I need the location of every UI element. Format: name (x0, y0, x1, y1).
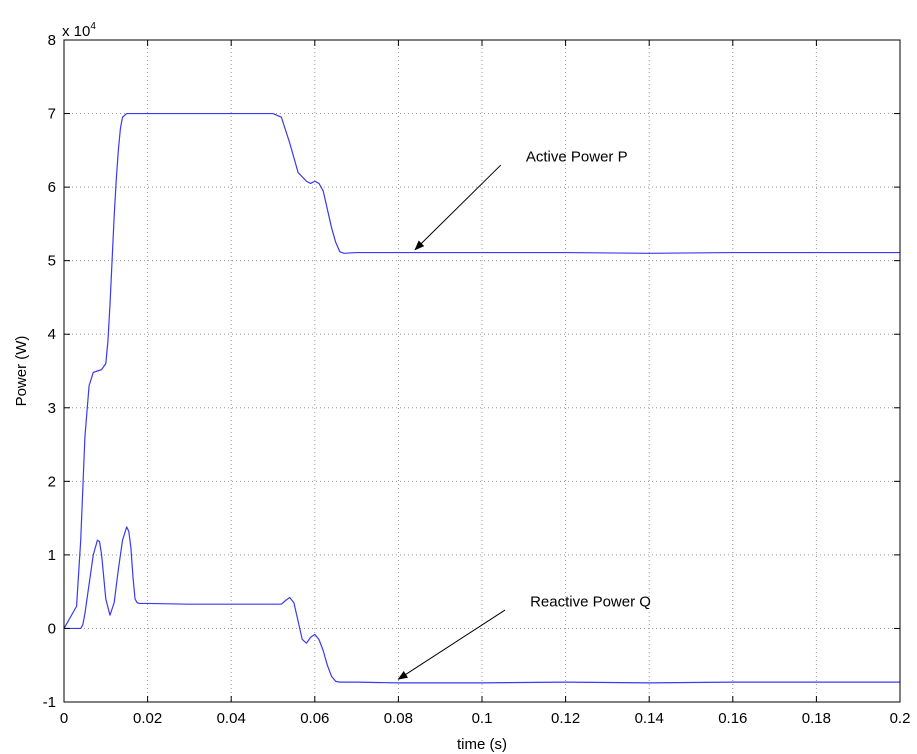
y-tick-label: 0 (48, 620, 56, 637)
annotation-arrow (397, 609, 506, 680)
x-tick-label: 0.2 (890, 710, 911, 727)
plot-background (64, 40, 900, 702)
series-line-reactive-power (64, 526, 900, 684)
y-tick-label: 2 (48, 473, 56, 490)
axis-ticks: 0 0.02 0.04 0.06 0.08 0.1 0.12 0.14 0.16 0.18 0.2 -… (43, 32, 911, 727)
y-tick-label: 1 (48, 547, 56, 564)
x-axis-label: time (s) (457, 736, 507, 753)
annotation-label: Reactive Power Q (530, 593, 651, 610)
y-tick-label: 3 (48, 400, 56, 417)
x-tick-label: 0.12 (551, 710, 580, 727)
annotation-label: Active Power P (526, 148, 628, 165)
y-tick-label: 4 (48, 326, 56, 343)
x-tick-label: 0.16 (718, 710, 747, 727)
y-exponent-label: x 104 (62, 21, 96, 40)
x-tick-label: 0.18 (802, 710, 831, 727)
grid (64, 40, 900, 702)
x-tick-label: 0.06 (300, 710, 329, 727)
y-tick-label: 8 (48, 32, 56, 49)
x-tick-label: 0.14 (635, 710, 664, 727)
y-tick-label: -1 (43, 694, 56, 711)
series-lines (63, 112, 900, 684)
series-line-active-power (63, 112, 900, 629)
x-tick-label: 0 (60, 710, 68, 727)
x-tick-label: 0.02 (133, 710, 162, 727)
y-tick-label: 7 (48, 106, 56, 123)
annotation-arrow (414, 164, 502, 251)
x-tick-label: 0.08 (384, 710, 413, 727)
y-axis-label: Power (W) (13, 336, 30, 407)
y-tick-label: 5 (48, 253, 56, 270)
x-tick-label: 0.1 (472, 710, 493, 727)
annotations: Active Power P Reactive Power Q (397, 148, 651, 680)
x-tick-label: 0.04 (217, 710, 246, 727)
y-tick-label: 6 (48, 179, 56, 196)
